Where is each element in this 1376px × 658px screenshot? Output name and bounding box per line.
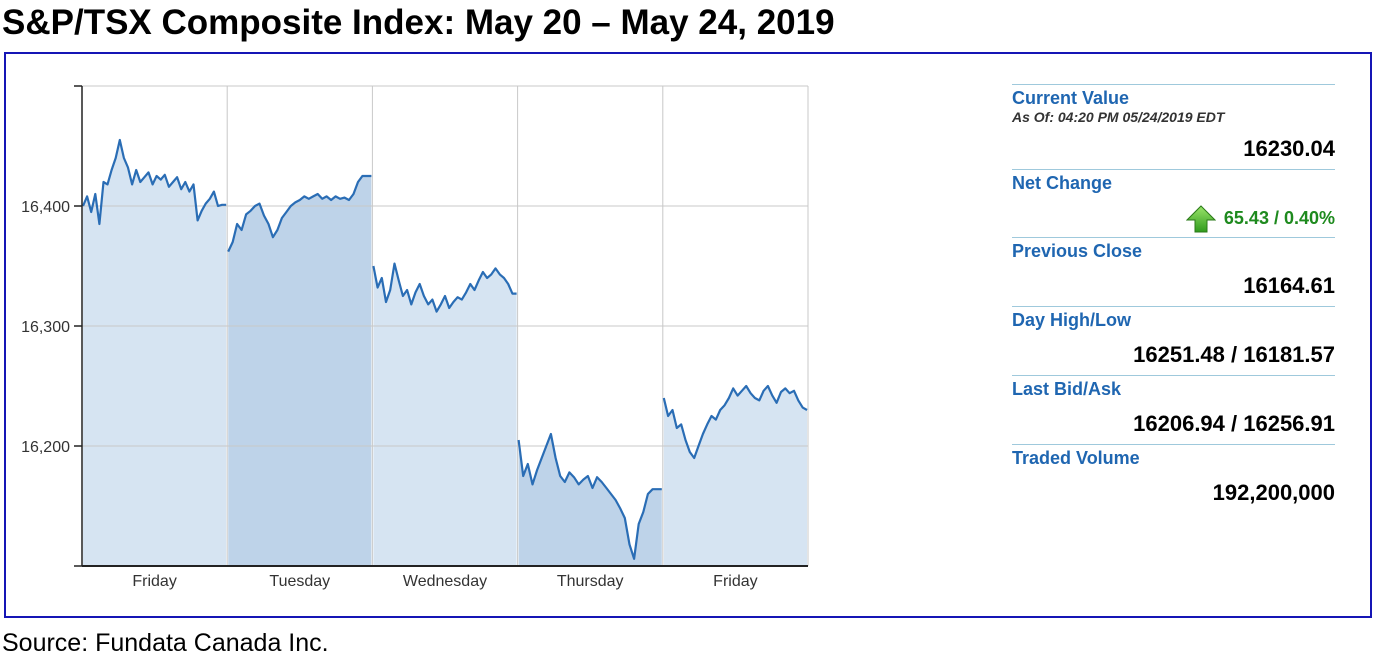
session-area-1 (83, 140, 227, 566)
stat-last-bid-ask: Last Bid/Ask 16206.94 / 16256.91 (1012, 375, 1335, 444)
quote-panel: 16,200 16,300 16,400 Friday Tuesday Wednesday… (4, 52, 1372, 618)
session-area-5 (663, 386, 807, 566)
x-tick-label-3: Wednesday (403, 573, 487, 590)
index-chart: 16,200 16,300 16,400 Friday Tuesday Wednesday… (6, 54, 826, 616)
current-value-label: Current Value (1012, 88, 1130, 108)
session-area-3 (373, 263, 517, 566)
traded-volume-value: 192,200,000 (1212, 480, 1335, 506)
day-high-low-value: 16251.48 / 16181.57 (1133, 342, 1335, 368)
current-value: 16230.04 (1243, 136, 1335, 161)
previous-close-value: 16164.61 (1243, 273, 1335, 299)
stat-current-value: Current Value As Of: 04:20 PM 05/24/2019… (1012, 84, 1335, 169)
stat-net-change: Net Change 65.43 / 0.40% (1012, 169, 1335, 237)
y-tick-label-1: 16,200 (21, 439, 70, 456)
page-title: S&P/TSX Composite Index: May 20 – May 24… (2, 3, 835, 42)
stat-day-high-low: Day High/Low 16251.48 / 16181.57 (1012, 306, 1335, 375)
last-bid-ask-value: 16206.94 / 16256.91 (1133, 411, 1335, 437)
session-area-2 (228, 176, 372, 566)
x-tick-label-4: Thursday (557, 573, 624, 590)
y-tick-label-2: 16,300 (21, 319, 70, 336)
session-line-1 (81, 138, 227, 226)
x-tick-label-5: Friday (713, 573, 757, 590)
session-line-2 (227, 174, 372, 253)
index-area-chart: 16,200 16,300 16,400 Friday Tuesday Wednesday… (21, 85, 809, 590)
as-of-timestamp: As Of: 04:20 PM 05/24/2019 EDT (1012, 109, 1225, 125)
source-note: Source: Fundata Canada Inc. (2, 629, 329, 657)
quote-stats: Current Value As Of: 04:20 PM 05/24/2019… (1012, 84, 1335, 513)
net-change-value: 65.43 / 0.40% (1223, 208, 1335, 228)
session-line-5 (662, 384, 808, 460)
stat-previous-close: Previous Close 16164.61 (1012, 237, 1335, 306)
session-line-4 (517, 432, 662, 560)
previous-close-label: Previous Close (1012, 241, 1143, 262)
day-high-low-label: Day High/Low (1012, 310, 1132, 331)
session-line-3 (372, 262, 517, 313)
traded-volume-label: Traded Volume (1012, 448, 1140, 469)
net-change-label: Net Change (1012, 173, 1113, 193)
green-up-arrow-icon (1185, 205, 1217, 233)
x-tick-label-2: Tuesday (269, 573, 330, 590)
net-change-row: 65.43 / 0.40% (1012, 194, 1335, 237)
last-bid-ask-label: Last Bid/Ask (1012, 379, 1122, 400)
y-tick-label-3: 16,400 (21, 199, 70, 216)
stat-traded-volume: Traded Volume 192,200,000 (1012, 444, 1335, 513)
x-tick-label-1: Friday (132, 573, 176, 590)
session-area-4 (518, 434, 662, 566)
